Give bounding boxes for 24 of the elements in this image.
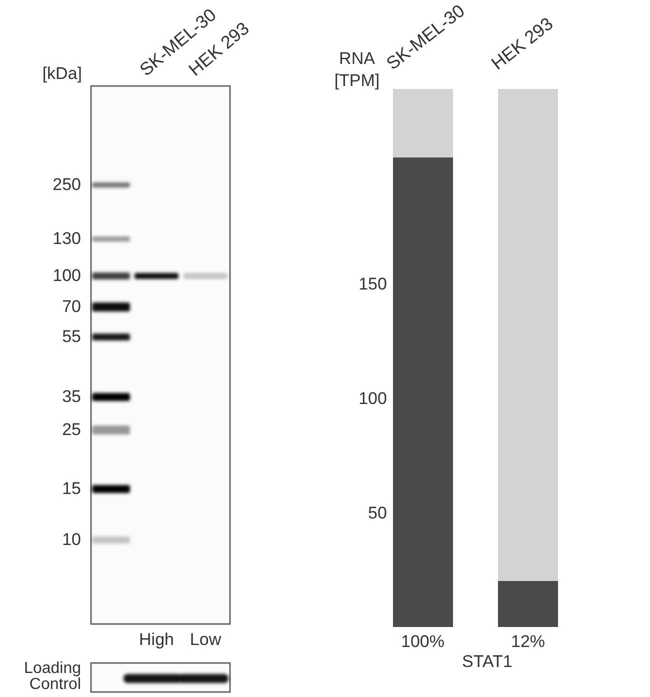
text: 15 <box>62 479 81 498</box>
text: 12% <box>511 632 546 651</box>
text: High <box>139 630 174 649</box>
x-axis-title: STAT1 <box>462 652 512 671</box>
text: 130 <box>52 229 81 248</box>
text: [kDa] <box>42 64 82 83</box>
y-tick-label: 150 <box>358 274 387 294</box>
text: 100 <box>52 266 81 285</box>
text: 70 <box>62 297 81 316</box>
text: Loading Control <box>23 660 81 693</box>
text: 250 <box>52 175 81 194</box>
bar <box>393 89 453 158</box>
text: 100% <box>401 632 444 651</box>
y-axis-title: RNA [TPM] <box>333 48 381 92</box>
text: 35 <box>62 387 81 406</box>
text: 10 <box>62 530 81 549</box>
y-tick-label: 50 <box>368 503 387 522</box>
text: 25 <box>62 420 81 439</box>
bar <box>498 89 558 582</box>
bar <box>393 158 453 627</box>
bar <box>498 581 558 627</box>
text: Low <box>190 630 222 649</box>
text: 55 <box>62 327 81 346</box>
y-tick-label: 100 <box>358 389 387 408</box>
